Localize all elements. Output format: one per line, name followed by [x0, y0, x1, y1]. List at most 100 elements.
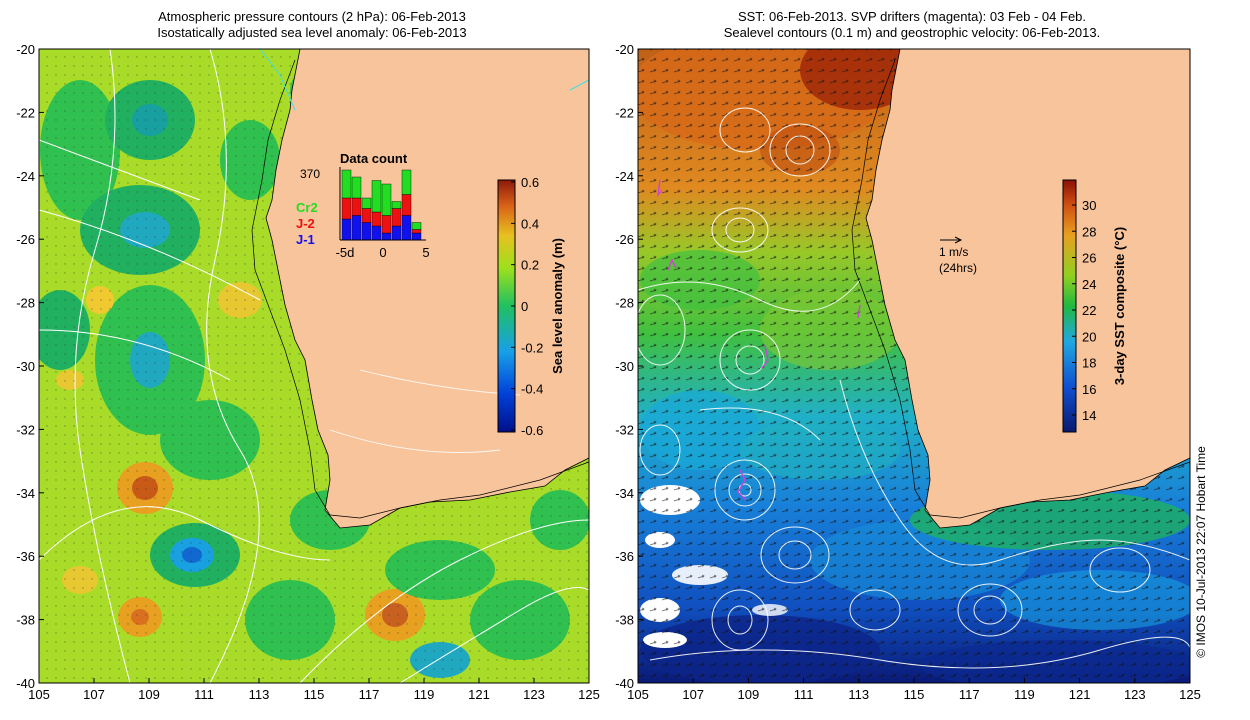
sst-colorbar-ticks: 30 28 26 24 22 20 18 16 14	[1072, 198, 1096, 423]
left-ytick-label: -38	[16, 613, 35, 628]
legend-cr2: Cr2	[296, 200, 318, 215]
sla-colorbar-ticks: 0.6 0.4 0.2 0 -0.2 -0.4 -0.6	[511, 175, 543, 438]
right-xtick-label: 115	[904, 687, 925, 702]
right-xtick-label: 119	[1014, 687, 1035, 702]
inset-bar-j1	[401, 215, 412, 241]
sla-colorbar-tick-label: 0.2	[521, 258, 539, 273]
left-ytick-label: -30	[16, 359, 35, 374]
left-ytick-label: -36	[16, 549, 35, 564]
sst-colorbar-tick-label: 30	[1082, 198, 1096, 213]
right-ytick-label: -20	[615, 42, 634, 57]
right-ytick-label: -26	[615, 232, 634, 247]
inset-bar-j2	[371, 211, 382, 227]
imos-credit: © IMOS 10-Jul-2013 22:07 Hobart Time	[1194, 446, 1208, 658]
inset-bars	[341, 169, 422, 241]
legend-j1: J-1	[296, 232, 315, 247]
right-xtick-label: 105	[627, 687, 649, 702]
inset-bar-j1	[411, 232, 422, 241]
right-y-axis-ticks: -20 -22 -24 -26 -28 -30 -32 -34 -36 -38 -40	[615, 42, 643, 691]
inset-bar-j2	[351, 197, 362, 216]
sst-colorbar: 30 28 26 24 22 20 18 16 14 3-day SST composite (…	[1062, 179, 1127, 433]
inset-bar-cr2	[401, 169, 412, 195]
right-xtick-label: 111	[794, 687, 814, 702]
sla-colorbar-tick-label: 0	[521, 299, 528, 314]
inset-bar-cr2	[411, 222, 422, 230]
inset-xtick-neg5d: -5d	[336, 245, 355, 260]
australia-land-right	[865, 49, 1190, 529]
shelf-contour	[251, 59, 589, 519]
inset-bar-cr2	[391, 201, 402, 209]
sla-colorbar-label: Sea level anomaly (m)	[550, 238, 565, 374]
sst-colorbar-tick-label: 16	[1082, 382, 1096, 397]
left-ytick-label: -26	[16, 232, 35, 247]
sst-colorbar-tick-label: 14	[1082, 408, 1096, 423]
inset-bar-cr2	[381, 183, 392, 216]
inset-bar-j1	[351, 215, 362, 241]
left-title-line1: Atmospheric pressure contours (2 hPa): 0…	[158, 9, 466, 24]
right-ytick-label: -30	[615, 359, 634, 374]
sla-colorbar-tick-label: -0.4	[521, 382, 543, 397]
inset-bar-j1	[391, 225, 402, 241]
right-title-line1: SST: 06-Feb-2013. SVP drifters (magenta)…	[738, 9, 1086, 24]
sst-colorbar-tick-label: 20	[1082, 329, 1096, 344]
sla-colorbar-tick-label: 0.4	[521, 216, 539, 231]
left-xtick-label: 119	[414, 687, 435, 702]
sst-colorbar-tick-label: 18	[1082, 356, 1096, 371]
left-ytick-label: -24	[16, 169, 35, 184]
inset-bar-j2	[391, 208, 402, 227]
scale-arrow-sublabel: (24hrs)	[939, 261, 977, 275]
left-xtick-label: 123	[523, 687, 545, 702]
left-ytick-label: -20	[16, 42, 35, 57]
right-xtick-label: 107	[682, 687, 704, 702]
right-ytick-label: -32	[615, 422, 634, 437]
left-xtick-label: 113	[249, 687, 270, 702]
right-ytick-label: -38	[615, 613, 634, 628]
right-xtick-label: 125	[1179, 687, 1201, 702]
right-xtick-label: 117	[959, 687, 980, 702]
sst-colorbar-tick-label: 24	[1082, 277, 1096, 292]
legend-j2: J-2	[296, 216, 315, 231]
right-xtick-label: 121	[1069, 687, 1091, 702]
left-ytick-label: -32	[16, 422, 35, 437]
sst-colorbar-gradient	[1062, 179, 1077, 433]
inset-bar-j2	[361, 208, 372, 223]
left-x-axis-ticks: 105 107 109 111 113 115 117 119 121 123 125	[28, 678, 600, 702]
left-ytick-label: -40	[16, 676, 35, 691]
right-ytick-label: -36	[615, 549, 634, 564]
inset-xtick-0: 0	[379, 245, 386, 260]
right-xtick-label: 113	[848, 687, 869, 702]
sla-colorbar-tick-label: 0.6	[521, 175, 539, 190]
right-title-line2: Sealevel contours (0.1 m) and geostrophi…	[724, 25, 1100, 40]
inset-title: Data count	[340, 151, 408, 166]
right-ytick-label: -40	[615, 676, 634, 691]
right-ytick-label: -34	[615, 486, 634, 501]
left-ytick-label: -28	[16, 296, 35, 311]
right-xtick-label: 109	[738, 687, 760, 702]
inset-bar-cr2	[351, 176, 362, 199]
left-y-axis-ticks: -20 -22 -24 -26 -28 -30 -32 -34 -36 -38 -40	[16, 42, 44, 691]
left-xtick-label: 111	[194, 687, 214, 702]
right-ytick-label: -24	[615, 169, 634, 184]
sst-colorbar-tick-label: 26	[1082, 251, 1096, 266]
right-xtick-label: 123	[1124, 687, 1146, 702]
left-xtick-label: 107	[83, 687, 105, 702]
sla-colorbar-tick-label: -0.2	[521, 340, 543, 355]
right-x-axis-ticks: 105 107 109 111 113 115 117 119 121 123 125	[627, 678, 1201, 702]
sst-colorbar-tick-label: 28	[1082, 224, 1096, 239]
inset-bar-j2	[381, 215, 392, 234]
sla-colorbar: 0.6 0.4 0.2 0 -0.2 -0.4 -0.6 Sea level anomaly…	[497, 175, 565, 438]
inset-bar-j1	[361, 222, 372, 241]
inset-bar-j1	[381, 232, 392, 241]
shelf-contour-right	[851, 59, 1190, 519]
svp-drifter-tracks	[656, 179, 861, 501]
left-xtick-label: 125	[578, 687, 600, 702]
inset-bar-j2	[341, 197, 352, 220]
sla-colorbar-tick-label: -0.6	[521, 423, 543, 438]
left-ytick-label: -22	[16, 105, 35, 120]
data-count-inset: Data count 370 Cr2 J-2 J-1 -5d 0 5	[296, 151, 430, 260]
left-ytick-label: -34	[16, 486, 35, 501]
left-xtick-label: 117	[359, 687, 380, 702]
inset-xtick-5: 5	[422, 245, 429, 260]
right-ytick-label: -22	[615, 105, 634, 120]
